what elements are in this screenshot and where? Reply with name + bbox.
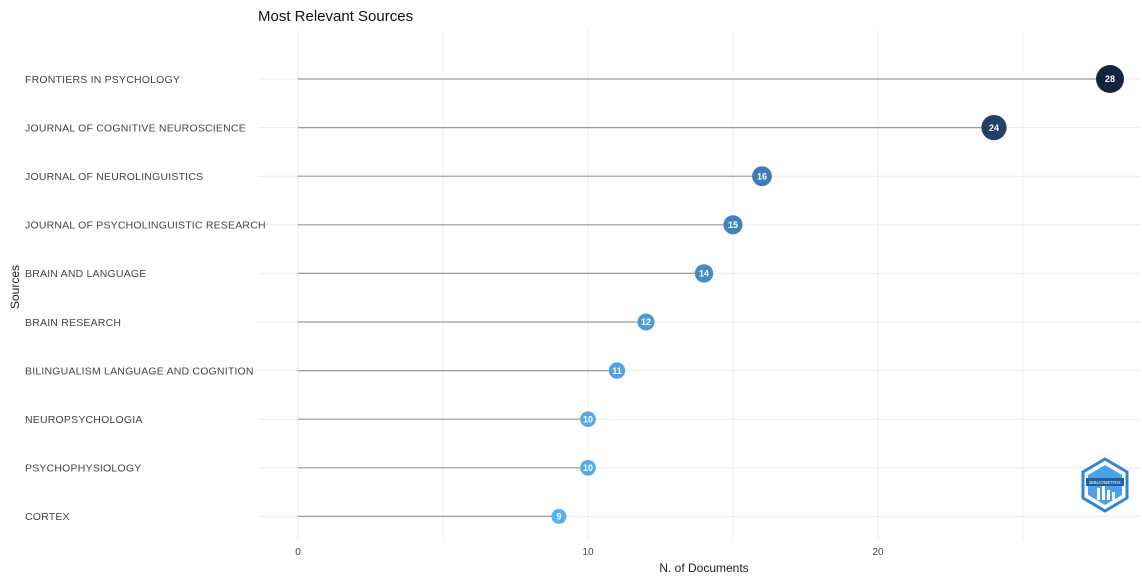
point-value-label: 28 <box>1105 74 1115 84</box>
source-label: NEUROPSYCHOLOGIA <box>25 414 143 426</box>
x-tick-label: 10 <box>582 547 594 558</box>
x-axis-title: N. of Documents <box>659 561 748 575</box>
source-label: BRAIN AND LANGUAGE <box>25 268 146 280</box>
y-tick-labels: FRONTIERS IN PSYCHOLOGY JOURNAL OF COGNIT… <box>25 74 266 523</box>
lollipop-point <box>551 508 567 524</box>
lollipop-point <box>608 362 626 379</box>
lollipop-point <box>637 313 655 331</box>
source-label: JOURNAL OF NEUROLINGUISTICS <box>25 171 203 183</box>
source-label: FRONTIERS IN PSYCHOLOGY <box>25 74 180 86</box>
chart-title: Most Relevant Sources <box>258 8 413 25</box>
lollipop-point <box>580 411 596 428</box>
point-value-label: 10 <box>583 463 593 473</box>
point-value-label: 9 <box>556 512 561 522</box>
source-label: BRAIN RESEARCH <box>25 317 121 329</box>
logo-text: BIBLIOMETRIX <box>1089 480 1121 485</box>
grid-lines <box>258 30 1140 540</box>
source-label: BILINGUALISM LANGUAGE AND COGNITION <box>25 365 254 377</box>
x-tick-label: 20 <box>872 547 884 558</box>
point-value-label: 10 <box>583 414 593 424</box>
point-value-label: 14 <box>699 269 709 279</box>
point-value-label: 16 <box>757 171 767 181</box>
point-value-label: 11 <box>612 366 622 376</box>
point-value-label: 12 <box>641 317 651 327</box>
lollipop-point <box>981 114 1007 141</box>
lollipop-point <box>1096 65 1124 93</box>
source-label: CORTEX <box>25 511 70 523</box>
x-tick-labels: 0 10 20 <box>295 547 884 558</box>
point-value-label: 15 <box>728 220 738 230</box>
lollipop-point <box>752 166 772 187</box>
source-label: JOURNAL OF PSYCHOLINGUISTIC RESEARCH <box>25 220 266 232</box>
bibliometrix-logo: BIBLIOMETRIX <box>1081 457 1129 513</box>
source-label: PSYCHOPHYSIOLOGY <box>25 463 141 475</box>
lollipop-point <box>694 264 714 283</box>
lollipop-points: 28 24 16 15 14 12 11 10 10 9 <box>551 65 1124 524</box>
lollipop-stems <box>298 78 1110 518</box>
lollipop-point <box>723 215 743 235</box>
lollipop-point <box>580 459 596 476</box>
x-tick-label: 0 <box>295 547 301 558</box>
source-label: JOURNAL OF COGNITIVE NEUROSCIENCE <box>25 122 246 134</box>
point-value-label: 24 <box>989 123 999 133</box>
y-axis-title: Sources <box>8 265 22 309</box>
